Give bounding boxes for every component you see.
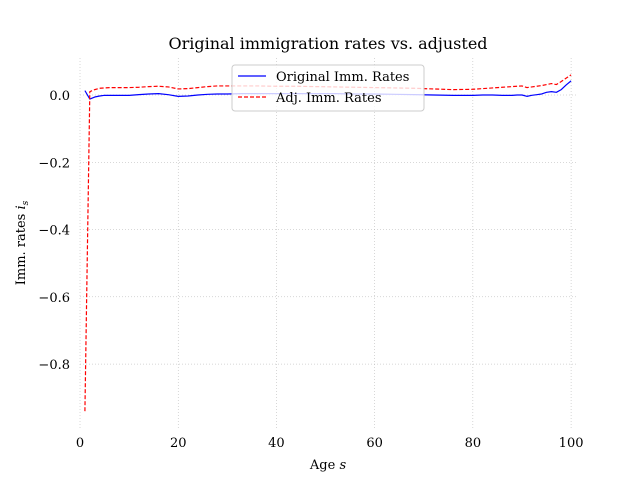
x-tick-label: 20 [170,436,187,451]
legend-frame [231,64,425,112]
x-axis-title: Age s [309,458,347,473]
y-axis-ticks: 0.0 −0.2 −0.4 −0.6 −0.8 [38,89,70,373]
legend: Original Imm. Rates Adj. Imm. Rates [231,64,425,112]
legend-label-adjusted: Adj. Imm. Rates [275,91,382,106]
y-tick-label: −0.6 [38,291,70,306]
legend-label-original: Original Imm. Rates [276,70,409,85]
chart-title: Original immigration rates vs. adjusted [168,34,487,53]
x-tick-label: 40 [268,436,285,451]
x-tick-label: 0 [76,436,84,451]
y-tick-label: −0.2 [38,156,70,171]
y-tick-label: −0.8 [38,358,70,373]
y-axis-title: Imm. rates is [14,200,31,285]
y-tick-label: 0.0 [49,89,70,104]
x-axis-ticks: 0 20 40 60 80 100 [76,436,584,451]
x-tick-label: 80 [465,436,482,451]
x-tick-label: 100 [559,436,584,451]
x-tick-label: 60 [366,436,383,451]
y-tick-label: −0.4 [38,224,70,239]
